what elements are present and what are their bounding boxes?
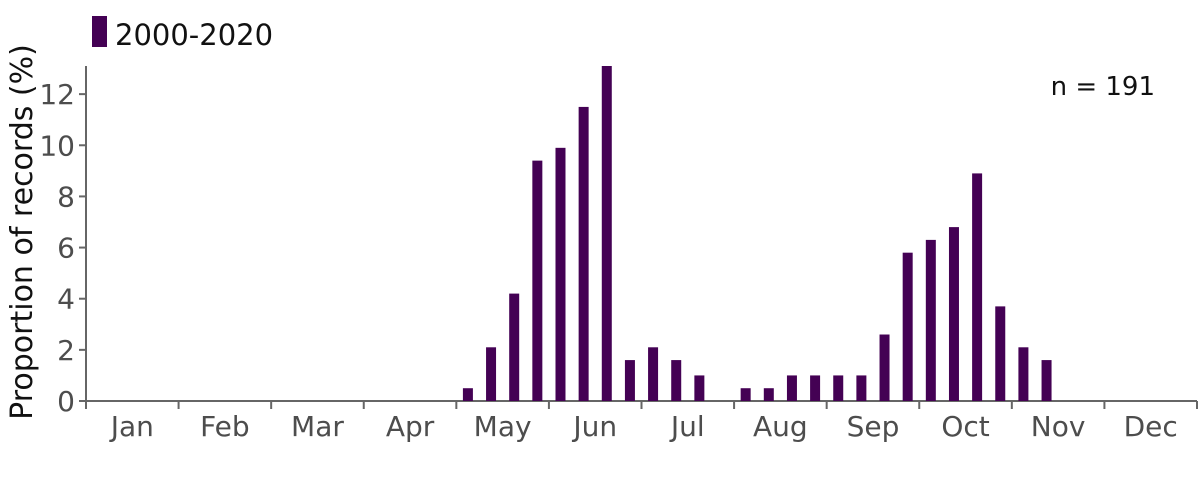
bar xyxy=(624,360,635,401)
bar xyxy=(925,239,936,401)
bar xyxy=(972,173,983,401)
x-tick-label: Jul xyxy=(669,410,705,443)
bar xyxy=(810,375,821,401)
bar xyxy=(486,347,497,401)
bar xyxy=(509,293,520,401)
bar xyxy=(648,347,659,401)
x-tick-label: Aug xyxy=(753,410,808,443)
legend: 2000-2020 xyxy=(92,16,273,52)
bar xyxy=(462,388,473,401)
bar xyxy=(1018,347,1029,401)
x-tick-label: Jun xyxy=(571,410,617,443)
bar xyxy=(833,375,844,401)
sample-size-annotation: n = 191 xyxy=(1051,72,1155,102)
bar xyxy=(555,147,566,401)
x-tick-label: Jan xyxy=(109,410,154,443)
bar xyxy=(763,388,774,401)
y-tick-label: 6 xyxy=(57,232,75,265)
x-tick-label: Mar xyxy=(291,410,344,443)
y-tick-label: 8 xyxy=(57,180,75,213)
bar xyxy=(879,334,890,401)
x-tick-label: Oct xyxy=(941,410,989,443)
bars xyxy=(462,66,1052,402)
legend-swatch xyxy=(92,16,107,47)
y-tick-label: 0 xyxy=(57,385,75,418)
bar xyxy=(740,388,751,401)
x-tick-label: May xyxy=(474,410,532,443)
bar xyxy=(1041,360,1052,401)
x-tick-label: Apr xyxy=(386,410,435,443)
x-tick-label: Feb xyxy=(200,410,250,443)
bar xyxy=(601,66,612,401)
y-tick-label: 4 xyxy=(57,283,75,316)
bar xyxy=(856,375,867,401)
y-axis-title: Proportion of records (%) xyxy=(5,44,40,420)
y-tick-label: 12 xyxy=(39,78,75,111)
y-tick-label: 2 xyxy=(57,334,75,367)
bar xyxy=(786,375,797,401)
bar xyxy=(694,375,705,401)
bar xyxy=(671,360,682,401)
bar xyxy=(902,252,913,401)
axes xyxy=(85,66,1197,402)
bar xyxy=(948,227,959,401)
legend-label: 2000-2020 xyxy=(115,18,273,52)
x-tick-label: Dec xyxy=(1124,410,1178,443)
x-ticks: Jan Feb Mar Apr May Jun Jul Aug Sep Oct Nov Dec xyxy=(85,401,1198,443)
y-ticks: 0 2 4 6 8 10 12 xyxy=(39,78,86,418)
x-tick-label: Sep xyxy=(847,410,900,443)
bar xyxy=(578,106,589,402)
x-tick-label: Nov xyxy=(1031,410,1086,443)
bar xyxy=(532,160,543,401)
y-tick-label: 10 xyxy=(39,129,75,162)
bar xyxy=(995,306,1006,401)
